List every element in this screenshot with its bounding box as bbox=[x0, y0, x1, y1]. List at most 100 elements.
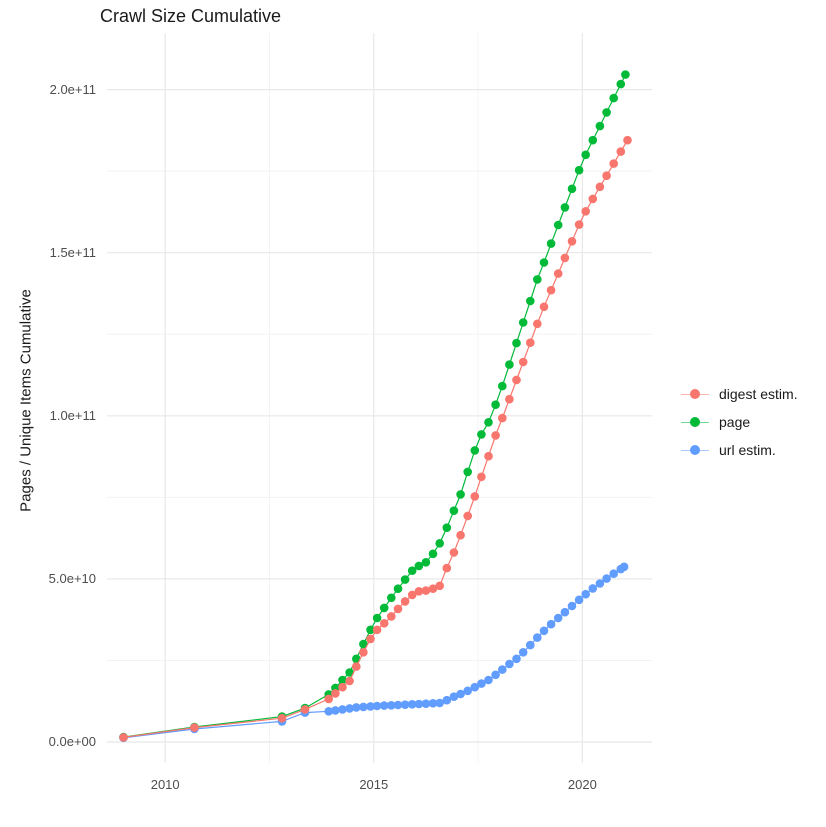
data-point-digest-estim- bbox=[338, 682, 347, 692]
data-point-digest-estim- bbox=[539, 302, 549, 312]
data-point-page bbox=[553, 220, 563, 230]
data-point-digest-estim- bbox=[190, 723, 199, 732]
data-point-page bbox=[512, 338, 521, 348]
data-point-page bbox=[414, 561, 424, 571]
data-point-url-estim- bbox=[539, 626, 549, 636]
data-point-digest-estim- bbox=[387, 612, 396, 621]
x-tick-label: 2010 bbox=[150, 777, 180, 792]
data-point-digest-estim- bbox=[359, 648, 368, 657]
data-point-digest-estim- bbox=[588, 194, 598, 204]
data-point-page bbox=[526, 296, 535, 306]
data-point-digest-estim- bbox=[477, 472, 486, 482]
data-point-page bbox=[595, 121, 605, 131]
data-point-url-estim- bbox=[491, 670, 500, 680]
data-point-page bbox=[456, 490, 465, 499]
data-point-page bbox=[546, 239, 556, 248]
y-tick-label: 1.5e+11 bbox=[49, 244, 96, 260]
data-point-url-estim- bbox=[456, 689, 465, 699]
legend-label-digest: digest estim. bbox=[719, 386, 798, 402]
data-point-digest-estim- bbox=[595, 182, 605, 192]
data-point-url-estim- bbox=[400, 700, 410, 709]
data-point-digest-estim- bbox=[623, 135, 632, 145]
data-point-digest-estim- bbox=[533, 319, 542, 329]
data-point-digest-estim- bbox=[463, 511, 473, 521]
data-point-url-estim- bbox=[518, 648, 528, 657]
y-tick-label: 2.0e+11 bbox=[49, 81, 96, 97]
data-point-digest-estim- bbox=[512, 375, 521, 385]
legend-key-page-icon bbox=[681, 417, 709, 427]
data-point-digest-estim- bbox=[567, 237, 577, 246]
data-point-digest-estim- bbox=[428, 584, 438, 593]
data-point-digest-estim- bbox=[352, 662, 361, 671]
data-point-page bbox=[442, 523, 452, 532]
data-point-page bbox=[477, 430, 486, 439]
data-point-digest-estim- bbox=[300, 705, 310, 714]
data-point-page bbox=[491, 400, 500, 410]
data-point-digest-estim- bbox=[442, 563, 452, 573]
legend-label-url: url estim. bbox=[719, 442, 776, 458]
data-point-url-estim- bbox=[324, 707, 334, 716]
data-point-page bbox=[449, 506, 459, 515]
data-point-digest-estim- bbox=[498, 413, 507, 423]
data-point-url-estim- bbox=[602, 574, 611, 583]
data-point-page bbox=[470, 446, 480, 455]
data-point-page bbox=[539, 258, 549, 267]
data-point-digest-estim- bbox=[407, 590, 417, 600]
legend-item-url-estim: url estim. bbox=[681, 436, 798, 464]
data-point-page bbox=[379, 603, 389, 613]
data-point-url-estim- bbox=[393, 700, 403, 710]
data-point-page bbox=[505, 360, 514, 369]
data-point-page bbox=[400, 575, 410, 584]
data-point-digest-estim- bbox=[526, 338, 535, 348]
data-point-page bbox=[338, 675, 347, 685]
data-point-digest-estim- bbox=[505, 394, 514, 404]
data-point-page bbox=[581, 150, 590, 160]
data-point-digest-estim- bbox=[400, 597, 410, 606]
data-point-digest-estim- bbox=[484, 451, 493, 461]
x-tick-label: 2020 bbox=[567, 777, 597, 792]
data-point-url-estim- bbox=[581, 589, 590, 599]
data-point-url-estim- bbox=[379, 701, 389, 710]
chart-title: Crawl Size Cumulative bbox=[100, 6, 282, 26]
data-point-url-estim- bbox=[352, 703, 361, 712]
data-point-url-estim- bbox=[619, 562, 629, 572]
data-point-page bbox=[387, 593, 396, 603]
data-point-digest-estim- bbox=[609, 159, 618, 168]
legend-item-page: page bbox=[681, 408, 798, 436]
data-point-digest-estim- bbox=[414, 587, 424, 596]
y-tick-label: 1.0e+11 bbox=[49, 407, 96, 423]
data-point-digest-estim- bbox=[324, 694, 334, 704]
data-point-page bbox=[421, 558, 431, 567]
data-point-url-estim- bbox=[331, 706, 340, 715]
data-point-url-estim- bbox=[366, 702, 375, 711]
data-point-digest-estim- bbox=[366, 634, 375, 644]
data-point-digest-estim- bbox=[518, 357, 528, 367]
data-point-page bbox=[366, 625, 375, 635]
data-point-page bbox=[588, 135, 598, 145]
data-point-page bbox=[393, 584, 403, 593]
data-point-url-estim- bbox=[498, 665, 507, 674]
data-point-page bbox=[602, 108, 611, 117]
y-tick-label: 0.0e+00 bbox=[48, 734, 96, 749]
data-point-url-estim- bbox=[338, 705, 347, 714]
data-point-url-estim- bbox=[421, 699, 431, 708]
data-point-url-estim- bbox=[484, 675, 493, 685]
data-point-digest-estim- bbox=[546, 285, 556, 295]
legend: digest estim. page url estim. bbox=[681, 380, 798, 464]
data-point-digest-estim- bbox=[277, 713, 287, 723]
data-point-digest-estim- bbox=[456, 530, 465, 540]
legend-key-url-icon bbox=[681, 445, 709, 455]
data-point-digest-estim- bbox=[470, 492, 480, 501]
data-point-page bbox=[518, 318, 528, 327]
legend-label-page: page bbox=[719, 414, 751, 430]
data-point-digest-estim- bbox=[379, 619, 389, 628]
data-point-url-estim- bbox=[470, 682, 480, 692]
data-point-page bbox=[484, 418, 493, 427]
data-point-url-estim- bbox=[477, 679, 486, 688]
data-point-url-estim- bbox=[595, 579, 605, 588]
data-point-page bbox=[435, 539, 445, 548]
data-point-page bbox=[407, 566, 417, 575]
data-point-url-estim- bbox=[512, 654, 521, 664]
data-point-page bbox=[463, 467, 473, 477]
